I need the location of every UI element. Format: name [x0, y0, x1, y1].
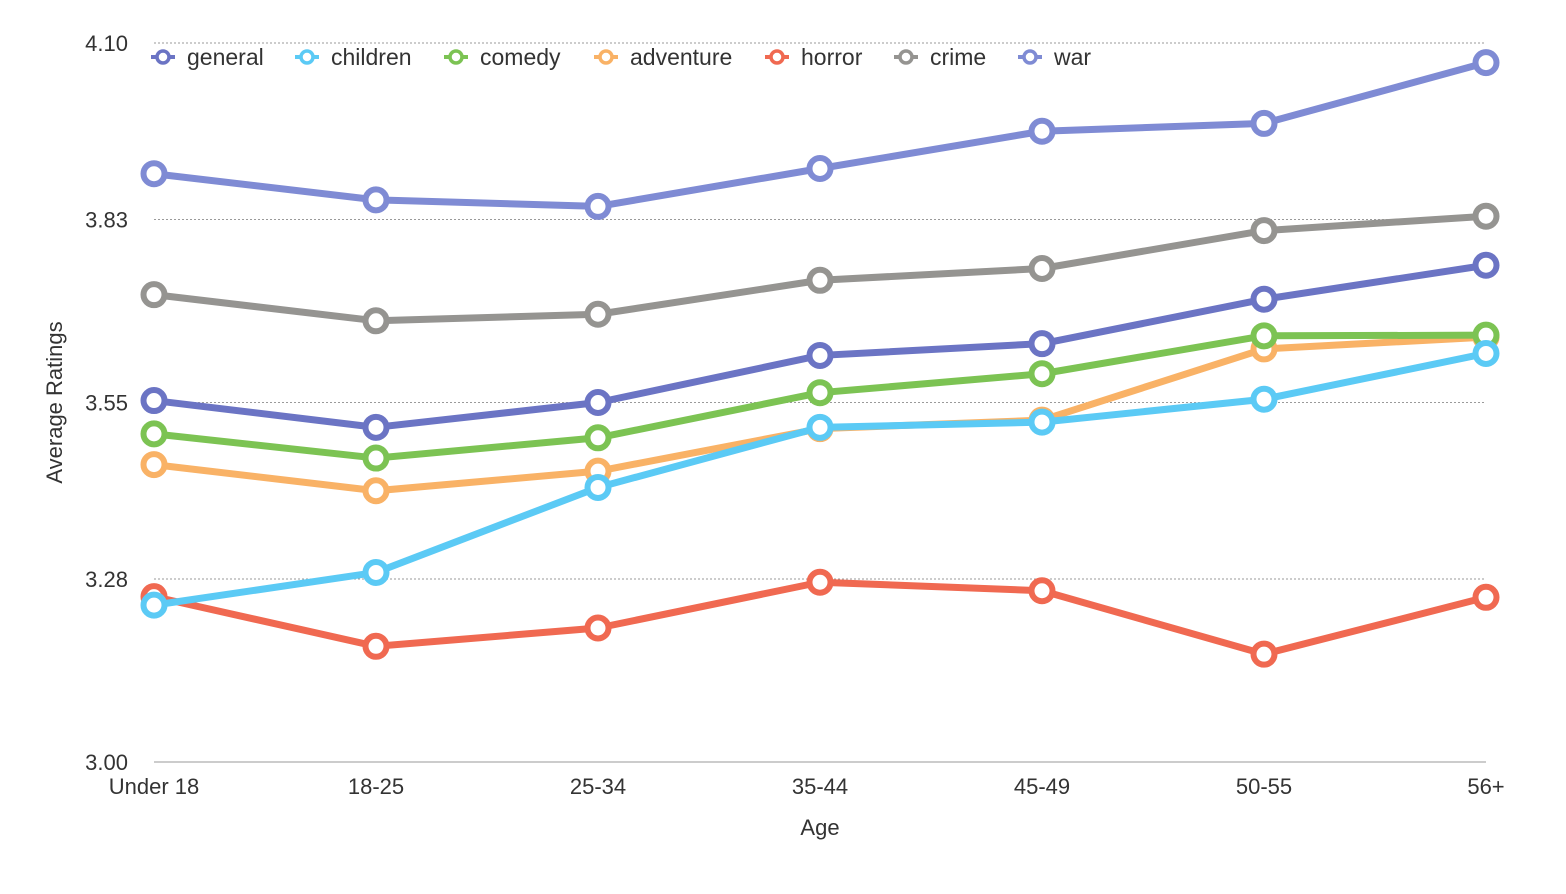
legend-marker-icon	[598, 49, 614, 65]
data-point-horror	[1250, 640, 1278, 668]
legend-marker-icon	[1022, 49, 1038, 65]
x-tick-label: 56+	[1467, 774, 1504, 799]
data-point-comedy	[140, 420, 168, 448]
data-point-general	[806, 341, 834, 369]
data-point-war	[584, 192, 612, 220]
data-point-war	[1472, 49, 1500, 77]
data-point-war	[362, 186, 390, 214]
legend-item-adventure: adventure	[594, 44, 732, 70]
legend-item-war: war	[1018, 44, 1091, 70]
legend-item-general: general	[151, 44, 264, 70]
data-point-war	[806, 154, 834, 182]
data-point-comedy	[1250, 322, 1278, 350]
legend-label: adventure	[630, 44, 732, 70]
y-tick-label: 4.10	[85, 31, 128, 56]
legend-label: children	[331, 44, 412, 70]
y-tick-label: 3.83	[85, 207, 128, 232]
data-point-children	[362, 558, 390, 586]
data-point-general	[584, 389, 612, 416]
data-point-horror	[1028, 577, 1056, 605]
data-point-war	[140, 160, 168, 188]
data-point-crime	[1250, 217, 1278, 245]
legend-marker-icon	[299, 49, 315, 65]
legend-label: comedy	[480, 44, 561, 70]
legend-label: war	[1053, 44, 1091, 70]
grid-lines	[154, 42, 1486, 580]
data-point-general	[1028, 330, 1056, 358]
data-point-crime	[1028, 255, 1056, 283]
legend-marker-icon	[898, 49, 914, 65]
x-tick-label: Under 18	[109, 774, 200, 799]
y-tick-label: 3.55	[85, 391, 128, 416]
data-point-general	[1472, 251, 1500, 279]
legend-label: general	[187, 44, 264, 70]
x-tick-label: 18-25	[348, 774, 404, 799]
legend-item-children: children	[295, 44, 412, 70]
data-point-war	[1250, 109, 1278, 137]
data-point-crime	[1472, 202, 1500, 230]
legend-item-horror: horror	[765, 44, 863, 70]
legend: general children comedy adventure horror crim…	[151, 44, 1091, 70]
legend-item-crime: crime	[894, 44, 986, 70]
data-point-children	[806, 413, 834, 441]
data-point-crime	[584, 300, 612, 328]
legend-marker-icon	[448, 49, 464, 65]
data-point-general	[1250, 285, 1278, 313]
series-general	[140, 251, 1500, 441]
data-point-crime	[140, 281, 168, 309]
data-point-crime	[362, 307, 390, 335]
y-tick-label: 3.00	[85, 750, 128, 775]
data-point-comedy	[362, 444, 390, 472]
data-point-adventure	[140, 451, 168, 479]
x-axis-title: Age	[800, 815, 839, 840]
x-tick-label: 50-55	[1236, 774, 1292, 799]
data-point-children	[1028, 408, 1056, 436]
legend-marker-icon	[769, 49, 785, 65]
data-point-comedy	[806, 379, 834, 407]
legend-label: crime	[930, 44, 986, 70]
data-point-children	[1472, 339, 1500, 367]
x-tick-label: 45-49	[1014, 774, 1070, 799]
axes: 3.00 3.28 3.55 3.83 4.10 Under 18 18-25 25-34 35…	[85, 31, 1504, 799]
y-axis-title: Average Ratings	[42, 321, 67, 483]
series-comedy	[140, 321, 1500, 472]
data-point-crime	[806, 266, 834, 294]
legend-marker-icon	[155, 49, 171, 65]
series-line-war	[150, 59, 1490, 210]
data-point-horror	[362, 632, 390, 660]
series-horror	[140, 568, 1500, 668]
data-point-adventure	[362, 477, 390, 505]
data-point-comedy	[1028, 360, 1056, 388]
data-point-comedy	[584, 424, 612, 452]
data-point-horror	[806, 568, 834, 596]
data-point-children	[1250, 385, 1278, 413]
legend-label: horror	[801, 44, 863, 70]
legend-item-comedy: comedy	[444, 44, 561, 70]
x-tick-label: 35-44	[792, 774, 848, 799]
series-crime	[140, 202, 1500, 335]
x-tick-label: 25-34	[570, 774, 626, 799]
data-point-children	[584, 473, 612, 501]
data-point-general	[140, 387, 168, 415]
data-point-war	[1028, 117, 1056, 145]
series-lines	[140, 49, 1500, 668]
data-point-children	[140, 591, 168, 619]
data-point-general	[362, 413, 390, 441]
series-children	[140, 339, 1500, 619]
series-war	[140, 49, 1500, 220]
data-point-horror	[584, 614, 612, 642]
y-tick-label: 3.28	[85, 567, 128, 592]
data-point-horror	[1472, 583, 1500, 611]
